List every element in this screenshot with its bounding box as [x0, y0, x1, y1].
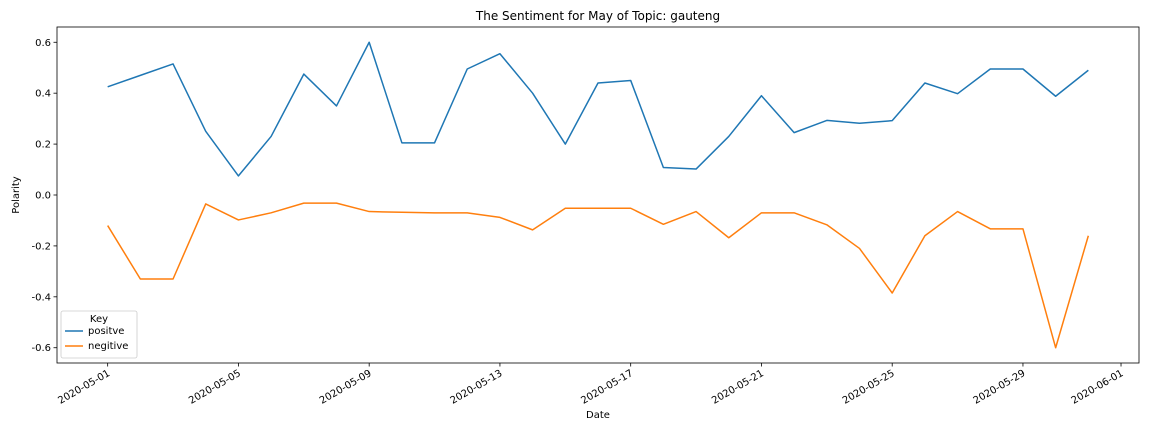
legend-title: Key [90, 314, 108, 325]
y-tick-label: 0.6 [35, 38, 51, 49]
y-tick-label: 0.4 [35, 89, 51, 100]
y-axis-title: Polarity [11, 176, 22, 214]
legend-label-positve: positve [88, 326, 124, 337]
y-tick-label: -0.2 [31, 241, 51, 252]
series-line-negitive [107, 202, 1090, 349]
series-line-positve [107, 41, 1089, 177]
x-axis-title: Date [586, 410, 610, 421]
y-tick-label: 0.0 [35, 191, 51, 202]
y-tick-label: 0.2 [35, 140, 51, 151]
y-tick-label: -0.4 [31, 292, 51, 303]
legend-label-negitive: negitive [88, 341, 128, 352]
chart-title: The Sentiment for May of Topic: gauteng [475, 9, 720, 23]
y-tick-label: -0.6 [31, 343, 51, 354]
